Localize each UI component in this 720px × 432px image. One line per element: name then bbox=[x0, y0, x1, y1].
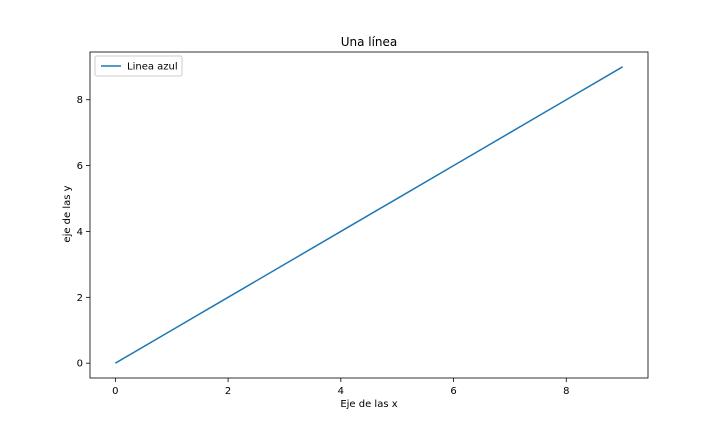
axis-ticks: 0 2 4 6 8 0 2 4 6 8 bbox=[77, 95, 570, 397]
y-tick-label: 6 bbox=[77, 161, 83, 172]
y-tick-label: 8 bbox=[77, 95, 83, 106]
x-tick-label: 6 bbox=[450, 386, 456, 397]
y-tick-label: 0 bbox=[77, 359, 83, 370]
y-axis-label: eje de las y bbox=[62, 185, 73, 242]
legend: Linea azul bbox=[94, 55, 183, 77]
axes-frame bbox=[89, 51, 649, 379]
x-tick-label: 2 bbox=[225, 386, 231, 397]
chart-title: Una línea bbox=[341, 35, 398, 49]
legend-box bbox=[94, 55, 183, 77]
y-tick-label: 2 bbox=[77, 293, 83, 304]
x-axis-label: Eje de las x bbox=[340, 399, 397, 410]
y-tick-label: 4 bbox=[77, 227, 83, 238]
x-tick-label: 0 bbox=[112, 386, 118, 397]
x-tick-label: 8 bbox=[563, 386, 569, 397]
plot-area bbox=[89, 51, 649, 379]
series-line-0 bbox=[114, 66, 624, 364]
legend-label-linea-azul: Linea azul bbox=[127, 62, 178, 73]
x-tick-label: 4 bbox=[338, 386, 344, 397]
